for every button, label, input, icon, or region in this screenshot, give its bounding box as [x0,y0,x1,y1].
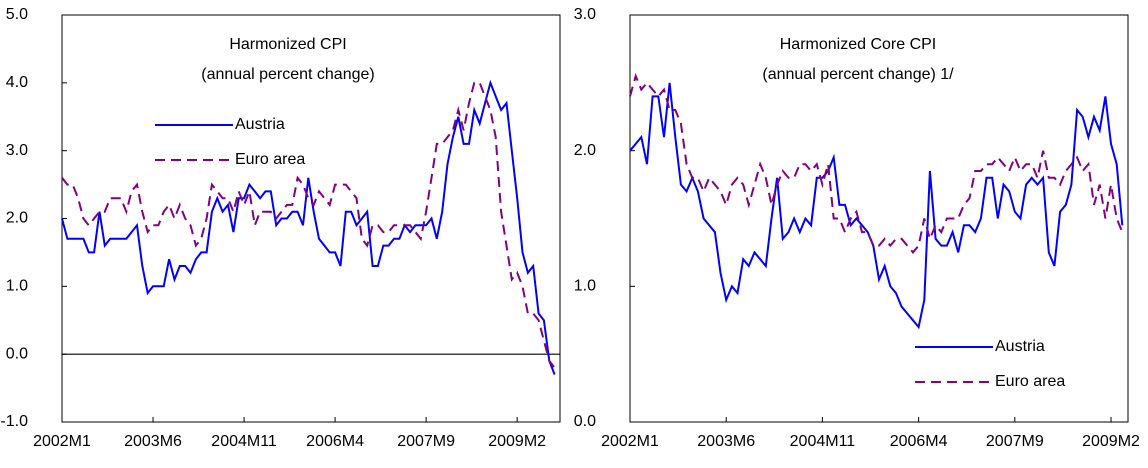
x-tick-label: 2003M6 [697,433,755,450]
x-tick-label: 2007M9 [397,433,455,450]
x-tick-label: 2006M4 [306,433,364,450]
y-tick-label: 2.0 [574,142,596,159]
y-tick-label: -1.0 [0,413,28,430]
y-tick-label: 0.0 [6,345,28,362]
y-tick-label: 0.0 [574,413,596,430]
y-tick-label: 2.0 [6,210,28,227]
x-tick-label: 2009M2 [488,433,546,450]
series-line [629,73,1124,254]
x-tick-label: 2009M2 [1082,433,1140,450]
chart-subtitle: (annual percent change) [201,66,374,83]
chart-title: Harmonized Core CPI [780,36,937,53]
y-tick-label: 4.0 [6,74,28,91]
x-tick-label: 2004M11 [790,433,856,450]
x-tick-label: 2006M4 [890,433,948,450]
series-line [629,82,1124,330]
y-tick-label: 3.0 [6,142,28,159]
y-tick-label: 5.0 [6,6,28,23]
legend-label: Euro area [995,373,1065,390]
x-tick-label: 2002M1 [33,433,91,450]
chart-title: Harmonized CPI [229,36,346,53]
series-line [61,81,556,369]
y-tick-label: 3.0 [574,6,596,23]
x-tick-label: 2002M1 [601,433,659,450]
legend-label: Austria [995,338,1045,355]
y-tick-label: 1.0 [6,278,28,295]
y-tick-label: 1.0 [574,278,596,295]
legend-label: Austria [235,116,285,133]
series-line [61,79,556,375]
plot-frame [629,14,1129,423]
x-tick-label: 2007M9 [986,433,1044,450]
x-tick-label: 2003M6 [124,433,182,450]
legend-label: Euro area [235,151,305,168]
chart-subtitle: (annual percent change) 1/ [762,66,954,83]
x-tick-label: 2004M11 [211,433,277,450]
